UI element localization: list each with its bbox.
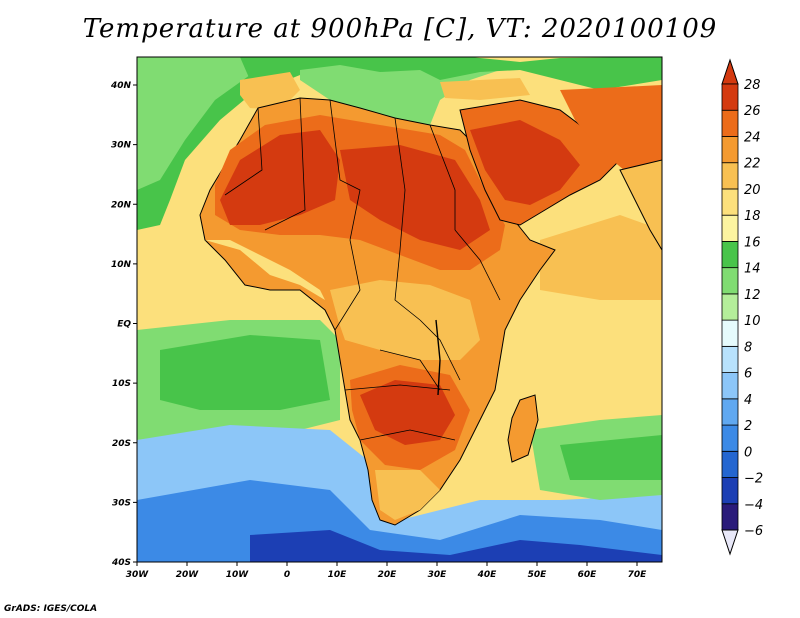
colorbar-swatch xyxy=(721,241,739,269)
ocean-arabian-sea xyxy=(540,215,662,300)
colorbar-top-triangle xyxy=(721,58,739,85)
colorbar-swatch xyxy=(721,503,739,531)
ocean-north-atlantic-cool xyxy=(137,57,260,190)
colorbar-swatch xyxy=(721,109,739,137)
colorbar-label: 4 xyxy=(744,393,752,408)
sahara-hottest-east xyxy=(340,145,490,250)
colorbar-label: −6 xyxy=(744,524,763,539)
colorbar-swatch xyxy=(721,477,739,505)
lat-label: 20N xyxy=(111,200,132,210)
colorbar-label: 24 xyxy=(744,130,761,145)
lat-label: 30N xyxy=(111,141,132,151)
lon-label: 0 xyxy=(284,570,290,580)
lat-label: 10S xyxy=(112,379,131,389)
lon-label: 50E xyxy=(528,570,548,580)
sahara-hottest-west xyxy=(220,130,340,225)
colorbar-label: 14 xyxy=(744,262,761,277)
colorbar-swatch xyxy=(721,372,739,400)
country-borders xyxy=(224,97,501,441)
colorbar-label: 18 xyxy=(744,209,761,224)
lon-label: 60E xyxy=(578,570,598,580)
lat-label: 40S xyxy=(111,558,131,568)
ocean-indian-green xyxy=(560,435,662,480)
land-madagascar xyxy=(507,394,539,463)
colorbar-swatch xyxy=(721,267,739,295)
land-india xyxy=(619,159,662,251)
arabia-hottest xyxy=(470,120,580,205)
colorbar-label: 20 xyxy=(744,183,761,198)
land-turkey xyxy=(440,78,530,100)
colorbar-label: −2 xyxy=(744,472,763,487)
colorbar-swatch xyxy=(721,319,739,347)
colorbar-swatch xyxy=(721,398,739,426)
land-iberia xyxy=(240,72,300,110)
colorbar-swatch xyxy=(721,424,739,452)
map-frame xyxy=(136,56,663,563)
temperature-map xyxy=(137,57,662,562)
map-title: Temperature at 900hPa [C], VT: 202010010… xyxy=(82,14,718,44)
lon-label: 30E xyxy=(428,570,448,580)
lon-label: 10E xyxy=(328,570,348,580)
lat-label: EQ xyxy=(117,320,131,330)
lon-label: 30W xyxy=(126,570,150,580)
west-africa-coast xyxy=(205,240,325,300)
lat-label: 10N xyxy=(111,260,132,270)
lon-label: 10W xyxy=(226,570,250,580)
lat-label: 40N xyxy=(110,81,132,91)
colorbar-label: 10 xyxy=(744,314,761,329)
ocean-south-atlantic-green xyxy=(160,335,330,410)
colorbar-swatch xyxy=(721,188,739,216)
colorbar-label: 2 xyxy=(744,419,752,434)
lon-label: 20E xyxy=(378,570,398,580)
south-africa-cool xyxy=(375,470,440,520)
lon-label: 20W xyxy=(176,570,200,580)
colorbar-label: 12 xyxy=(744,288,761,303)
colorbar-label: 26 xyxy=(744,104,761,119)
colorbar-swatch xyxy=(721,293,739,321)
colorbar-label: −4 xyxy=(744,498,763,513)
colorbar-label: 22 xyxy=(744,157,761,172)
colorbar-swatch xyxy=(721,345,739,373)
lon-label: 70E xyxy=(628,570,648,580)
southern-africa-hottest xyxy=(360,380,455,445)
grads-credit: GrADS: IGES/COLA xyxy=(4,604,98,614)
colorbar-label: 8 xyxy=(744,340,752,355)
latitude-axis: 40N 30N 20N 10N EQ 10S 20S 30S 40S xyxy=(110,81,137,568)
lon-label: 40E xyxy=(477,570,498,580)
central-africa xyxy=(330,280,480,360)
colorbar-swatch xyxy=(721,136,739,164)
colorbar-swatch xyxy=(721,83,739,111)
colorbar-swatch xyxy=(721,162,739,190)
lat-label: 20S xyxy=(112,439,131,449)
colorbar-swatch xyxy=(721,214,739,242)
colorbar-swatch xyxy=(721,450,739,478)
longitude-axis: 30W 20W 10W 0 10E 20E 30E 40E 50E 60E 70E xyxy=(126,562,647,580)
land-europe xyxy=(240,57,662,90)
ocean-south-coldest xyxy=(250,530,662,562)
colorbar-label: 16 xyxy=(744,235,761,250)
land-iran xyxy=(560,85,662,175)
colorbar-bottom-triangle xyxy=(721,529,739,556)
lat-label: 30S xyxy=(112,498,131,508)
colorbar-label: 6 xyxy=(744,367,752,382)
colorbar-label: 28 xyxy=(744,78,761,93)
colorbar-label: 0 xyxy=(744,445,752,460)
